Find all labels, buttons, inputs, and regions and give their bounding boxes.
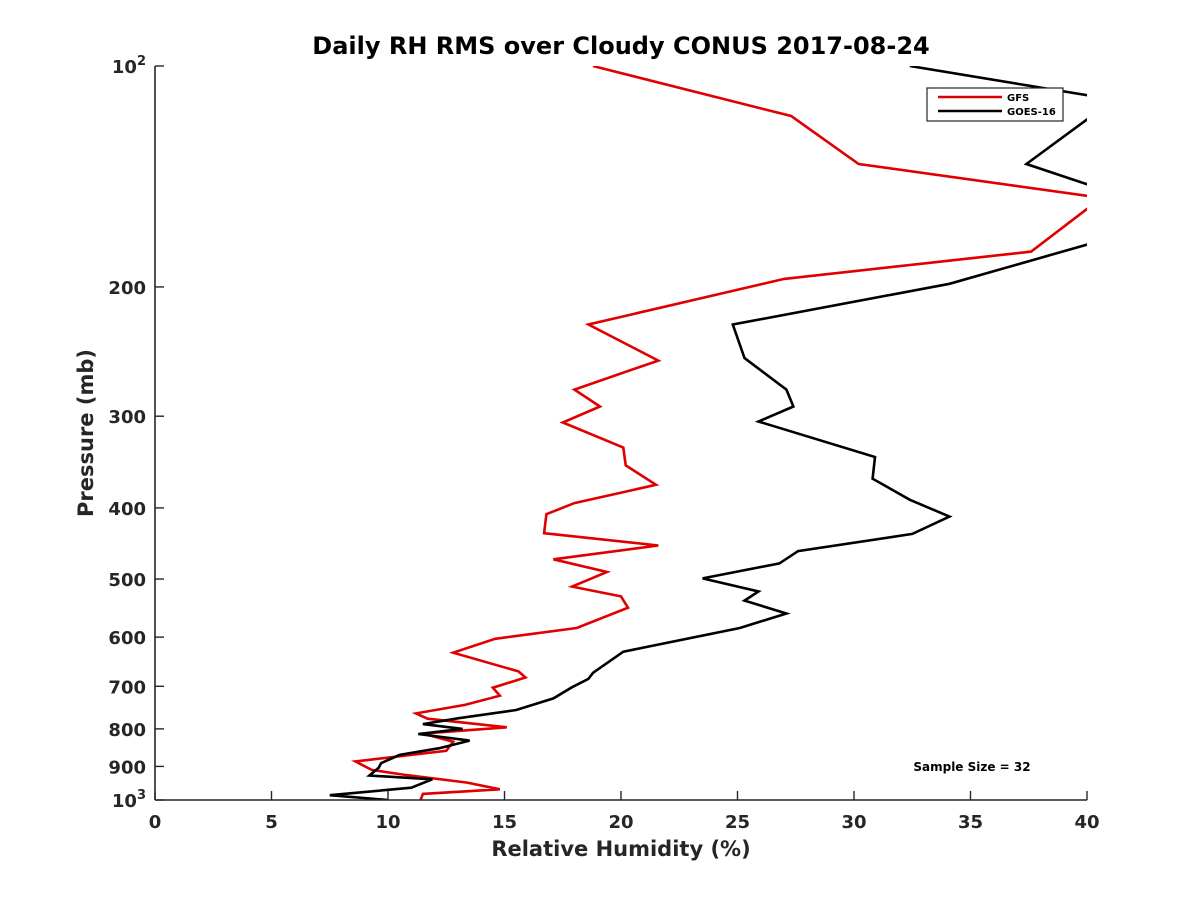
x-ticks: 0 5 10 15 20 25 30 35 40 [149, 791, 1100, 833]
legend-label-gfs: GFS [1007, 93, 1029, 104]
x-axis-label: Relative Humidity (%) [491, 837, 750, 861]
y-ticks: 102 200 300 400 500 600 700 800 900 103 [108, 54, 164, 812]
y-tick-label: 300 [108, 407, 146, 428]
series-line-goes-16 [329, 66, 1087, 800]
y-tick-label: 400 [108, 499, 146, 520]
x-tick-label: 40 [1074, 812, 1099, 833]
y-tick-label: 200 [108, 278, 146, 299]
x-tick-label: 35 [958, 812, 983, 833]
series-line-gfs [351, 66, 1087, 800]
legend-box [926, 87, 1064, 122]
x-tick-label: 20 [608, 812, 633, 833]
y-axis-label: Pressure (mb) [74, 349, 98, 517]
x-tick-label: 5 [265, 812, 278, 833]
x-tick-label: 10 [375, 812, 400, 833]
series-lines [329, 66, 1087, 800]
y-tick-label: 102 [112, 54, 146, 78]
chart-title: Daily RH RMS over Cloudy CONUS 2017-08-2… [312, 32, 929, 60]
y-tick-label: 500 [108, 570, 146, 591]
y-tick-label: 800 [108, 720, 146, 741]
y-tick-label: 103 [112, 788, 146, 812]
y-tick-label: 600 [108, 628, 146, 649]
sample-size-annotation: Sample Size = 32 [913, 760, 1030, 774]
y-tick-label: 900 [108, 757, 146, 778]
x-tick-label: 25 [725, 812, 750, 833]
y-tick-label: 700 [108, 677, 146, 698]
x-tick-label: 0 [149, 812, 162, 833]
legend-label-goes-16: GOES-16 [1007, 107, 1056, 118]
legend: GFS GOES-16 [926, 87, 1064, 122]
x-tick-label: 30 [841, 812, 866, 833]
x-tick-label: 15 [492, 812, 517, 833]
